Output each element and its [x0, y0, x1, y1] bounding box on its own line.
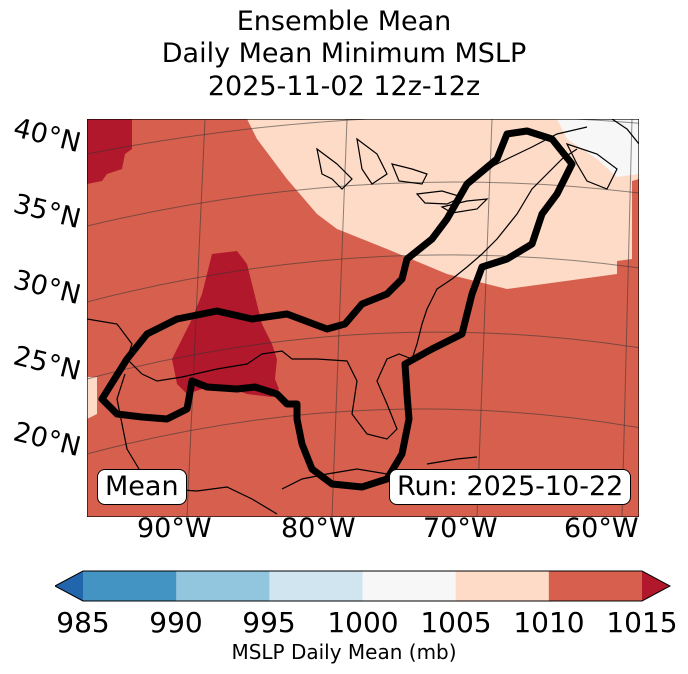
colorbar-label: MSLP Daily Mean (mb): [231, 640, 457, 664]
colorbar-tick-1000: 1000: [327, 606, 399, 639]
colorbar-tick-1005: 1005: [420, 606, 492, 639]
mean-label-box: Mean: [97, 469, 187, 505]
lat-label-40: 40°N: [10, 112, 84, 160]
colorbar-tick-1015: 1015: [606, 606, 678, 639]
lon-label-90w: 90°W: [137, 513, 212, 544]
region-1015-upper-left: [87, 119, 132, 184]
lon-label-80w: 80°W: [281, 513, 356, 544]
lat-label-20: 20°N: [10, 416, 84, 464]
colorbar-tick-1010: 1010: [513, 606, 585, 639]
lat-label-25: 25°N: [10, 340, 84, 388]
colorbar-tick-990: 990: [149, 606, 203, 639]
colorbar-bin-1005-1010: [455, 571, 550, 601]
colorbar-bin-995-1000: [269, 571, 363, 601]
coastlines: [87, 119, 639, 515]
colorbar-tick-985: 985: [56, 606, 110, 639]
colorbar-bin-990-995: [176, 571, 270, 601]
region-1000-1005: [557, 119, 639, 177]
colorbar-bin-1010-1015: [548, 571, 643, 601]
colorbar-bin-1000-1005: [362, 571, 457, 601]
lon-label-70w: 70°W: [423, 513, 498, 544]
lon-label-60w: 60°W: [564, 513, 639, 544]
colorbar-outline: [55, 570, 671, 602]
colorbar-tick-995: 995: [242, 606, 296, 639]
title-line-2: Daily Mean Minimum MSLP: [161, 38, 527, 69]
title-line-1: Ensemble Mean: [236, 6, 452, 37]
map-panel: [87, 119, 639, 517]
colorbar-extend-low: [55, 571, 83, 601]
lat-label-30: 30°N: [10, 264, 84, 312]
colorbar-bin-985-990: [83, 571, 177, 601]
contour-line: [98, 127, 576, 491]
run-label-box: Run: 2025-10-22: [389, 469, 632, 505]
title-line-3: 2025-11-02 12z-12z: [207, 71, 481, 102]
lat-label-35: 35°N: [10, 188, 84, 236]
colorbar-extend-high: [642, 571, 670, 601]
region-1005-sliver: [87, 377, 97, 419]
colorbar: [55, 570, 671, 602]
